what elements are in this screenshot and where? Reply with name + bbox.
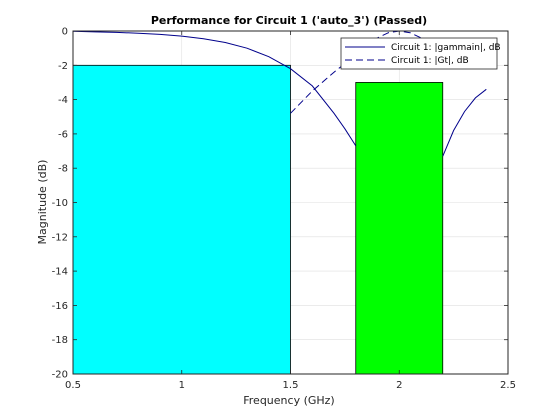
y-tick-label: -10 xyxy=(52,198,68,209)
x-tick-label: 1 xyxy=(179,380,185,391)
spec-regions xyxy=(72,64,444,375)
spec-region-bar xyxy=(355,82,444,375)
series-line-gammain xyxy=(442,88,487,157)
y-tick-label: -8 xyxy=(58,164,68,175)
y-tick-label: -16 xyxy=(52,301,68,312)
y-tick-label: -14 xyxy=(52,267,68,278)
series-line-gammain xyxy=(72,30,357,147)
x-tick-label: 0.5 xyxy=(65,380,81,391)
series-line-gt xyxy=(290,30,444,114)
legend-label-gt: Circuit 1: |Gt|, dB xyxy=(391,56,469,66)
spec-region-bar xyxy=(72,64,291,375)
chart-title: Performance for Circuit 1 ('auto_3') (Pa… xyxy=(151,14,427,27)
tick-labels: 0.5 1 1.5 2 2.5 0 -2 -4 -6 -8 -10 -12 -14 -16 -18 -20 xyxy=(52,27,516,392)
y-tick-label: 0 xyxy=(62,27,68,38)
legend-label-gammain: Circuit 1: |gammain|, dB xyxy=(391,43,501,53)
x-tick-label: 1.5 xyxy=(283,380,299,391)
x-tick-label: 2.5 xyxy=(500,380,516,391)
x-tick-label: 2 xyxy=(396,380,402,391)
y-tick-label: -6 xyxy=(58,129,68,140)
ticks xyxy=(72,30,509,375)
legend: Circuit 1: |gammain|, dB Circuit 1: |Gt|… xyxy=(340,37,501,70)
y-tick-label: -20 xyxy=(52,370,68,381)
y-tick-label: -2 xyxy=(58,61,68,72)
y-tick-label: -4 xyxy=(58,95,68,106)
y-tick-label: -18 xyxy=(52,335,68,346)
y-axis-label: Magnitude (dB) xyxy=(36,160,49,245)
series-lines xyxy=(72,30,487,157)
x-axis-label: Frequency (GHz) xyxy=(243,394,334,407)
y-tick-label: -12 xyxy=(52,232,68,243)
legend-box xyxy=(340,37,498,70)
